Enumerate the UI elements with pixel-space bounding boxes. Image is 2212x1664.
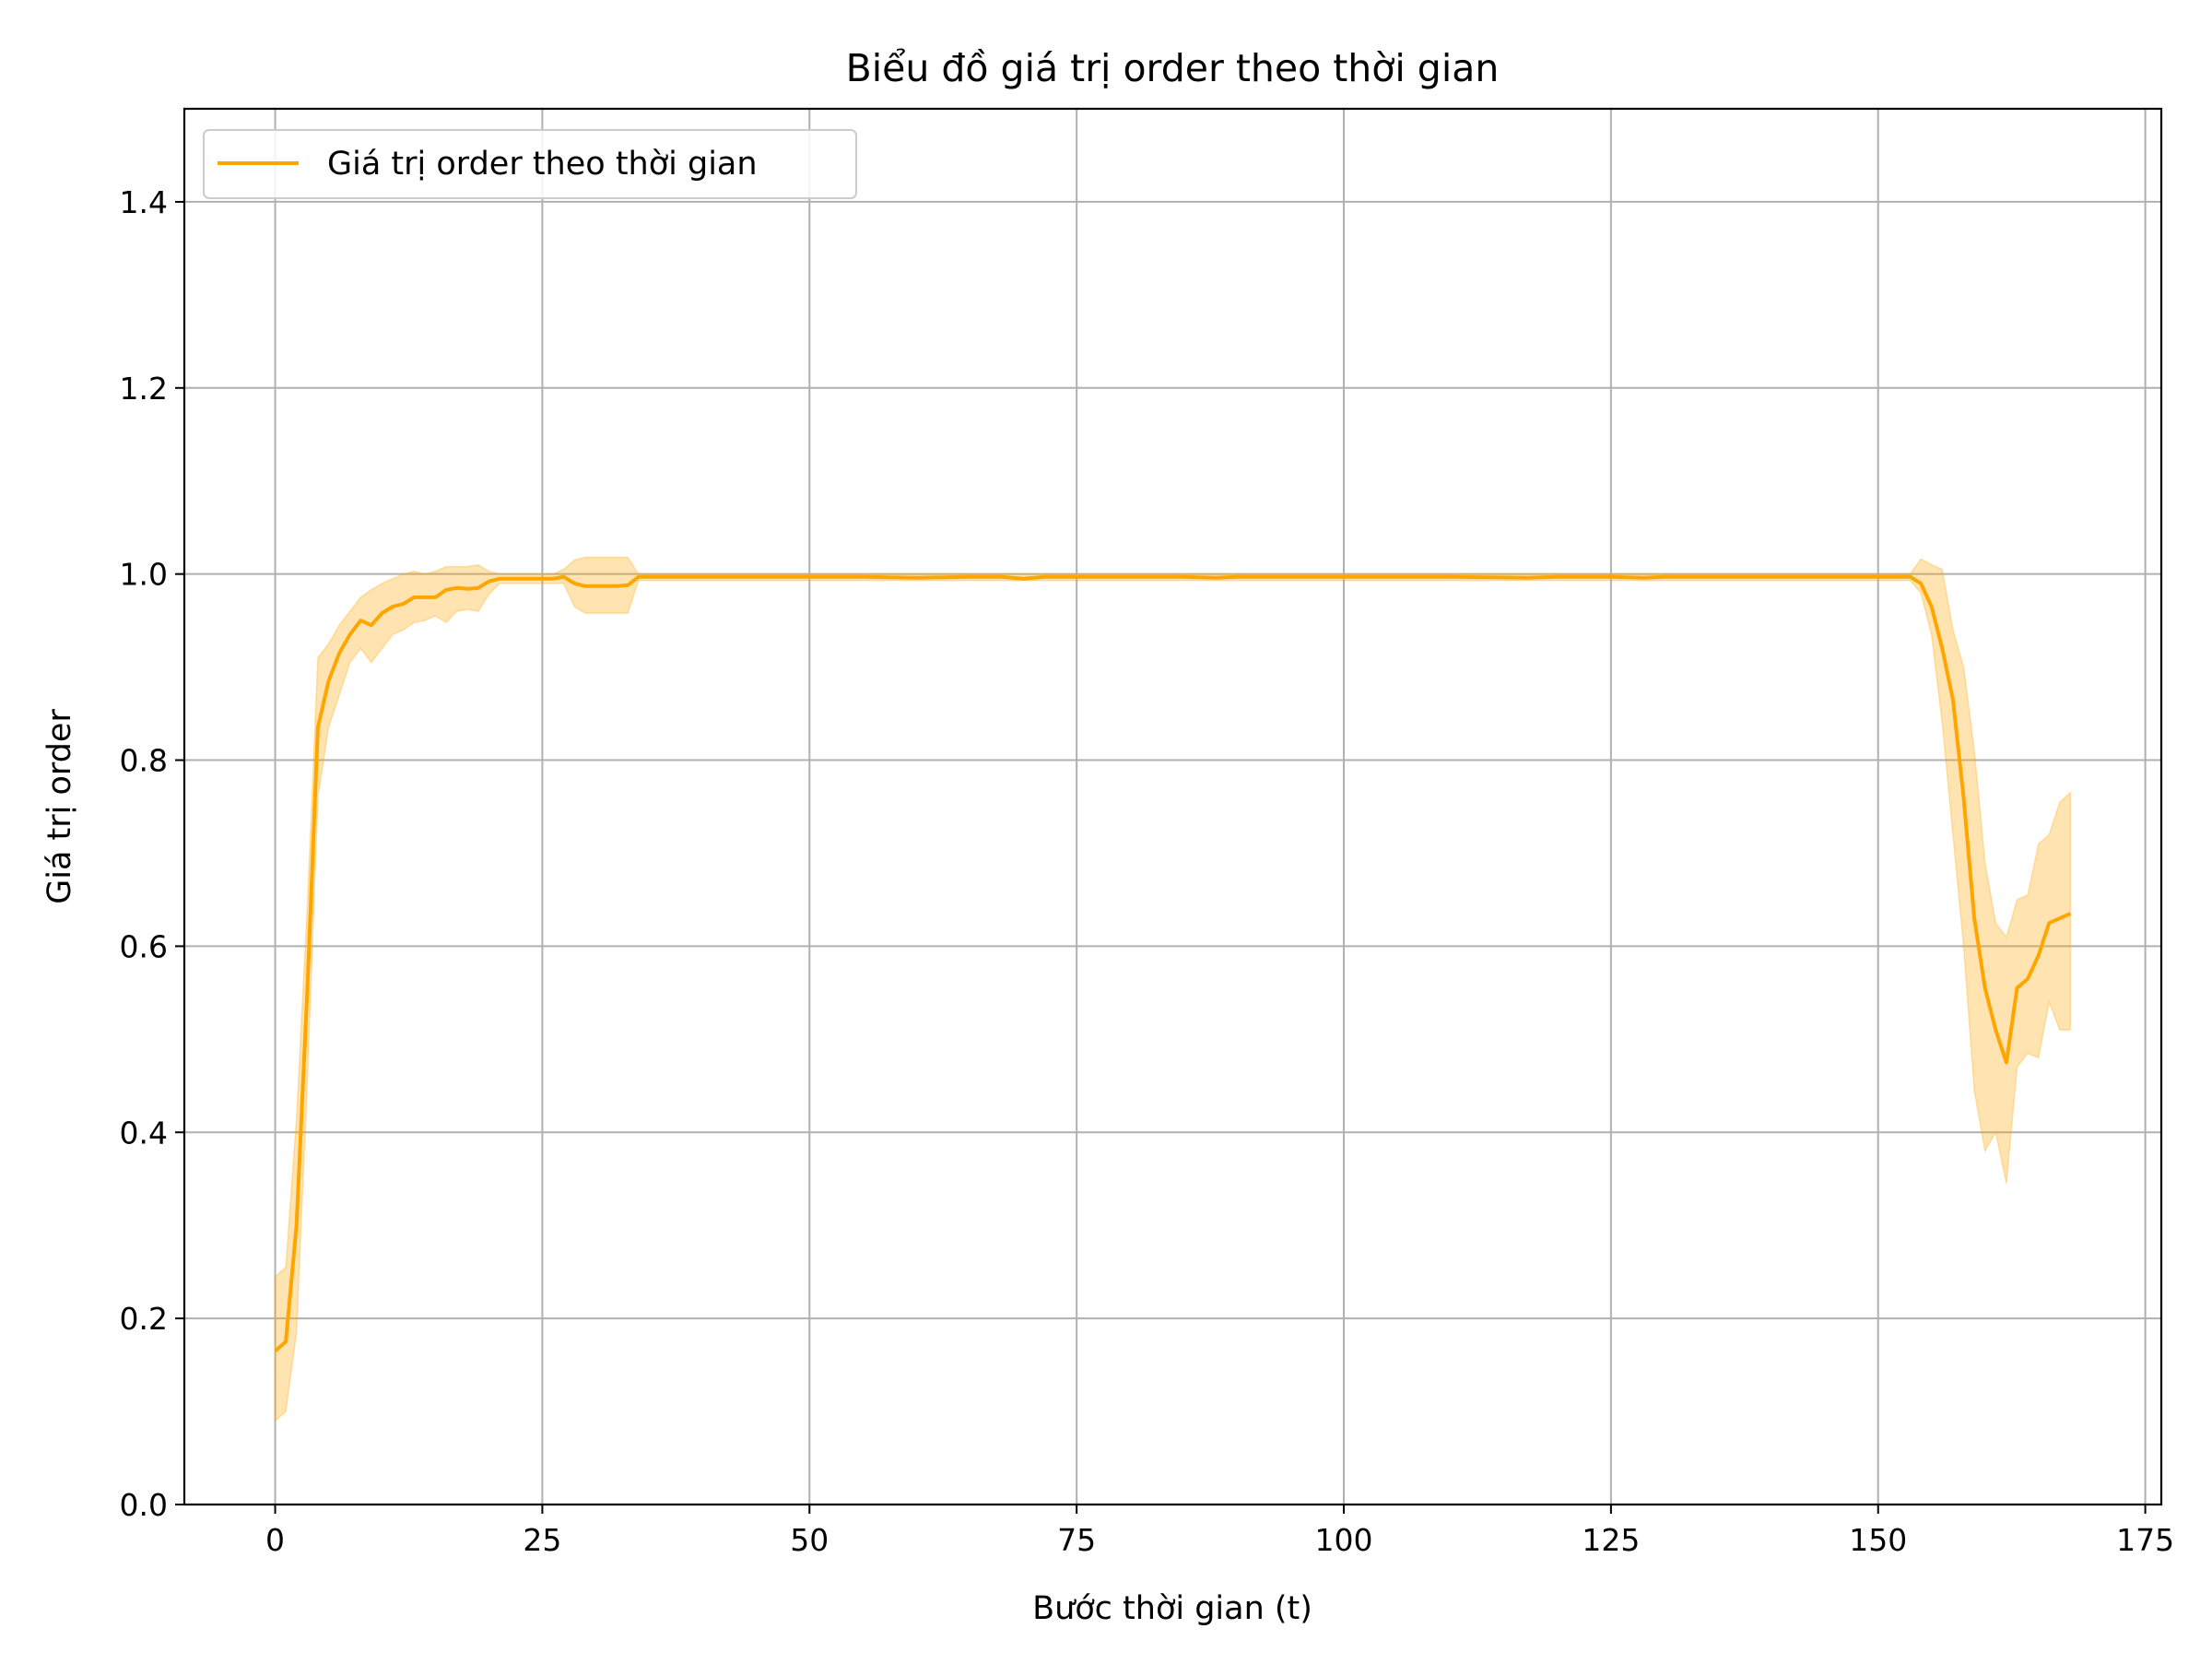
x-tick-label: 0 — [265, 1522, 285, 1558]
chart-title: Biểu đồ giá trị order theo thời gian — [846, 46, 1500, 90]
legend-box — [203, 129, 857, 199]
y-tick-label: 0.8 — [120, 743, 168, 779]
legend-label: Giá trị order theo thời gian — [327, 146, 758, 183]
x-tick-label: 100 — [1315, 1522, 1373, 1558]
x-axis-ticks: 0 25 50 75 100 125 150 175 — [265, 1505, 2174, 1558]
y-axis-ticks: 0.0 0.2 0.4 0.6 0.8 1.0 1.2 1.4 — [120, 184, 184, 1523]
confidence-band — [274, 556, 2072, 1422]
x-tick-label: 150 — [1849, 1522, 1907, 1558]
x-tick-label: 175 — [2116, 1522, 2174, 1558]
y-tick-label: 0.4 — [120, 1115, 168, 1151]
y-tick-label: 0.0 — [120, 1487, 168, 1523]
plot-frame — [182, 107, 2163, 1506]
y-axis-label: Giá trị order — [41, 709, 78, 904]
y-tick-label: 1.4 — [120, 184, 168, 220]
series-line-layer — [274, 574, 2072, 1353]
x-tick-label: 75 — [1057, 1522, 1096, 1558]
grid — [184, 109, 2161, 1505]
x-tick-label: 25 — [523, 1522, 561, 1558]
x-axis-label: Bước thời gian (t) — [1032, 1590, 1312, 1627]
series-confidence-band — [274, 556, 2072, 1422]
y-tick-label: 0.2 — [120, 1301, 168, 1337]
y-tick-label: 1.2 — [120, 371, 168, 407]
x-tick-label: 125 — [1582, 1522, 1640, 1558]
series-line — [274, 574, 2072, 1353]
y-tick-label: 0.6 — [120, 928, 168, 964]
y-tick-label: 1.0 — [120, 557, 168, 593]
x-tick-label: 50 — [790, 1522, 829, 1558]
legend: Giá trị order theo thời gian — [203, 129, 857, 199]
